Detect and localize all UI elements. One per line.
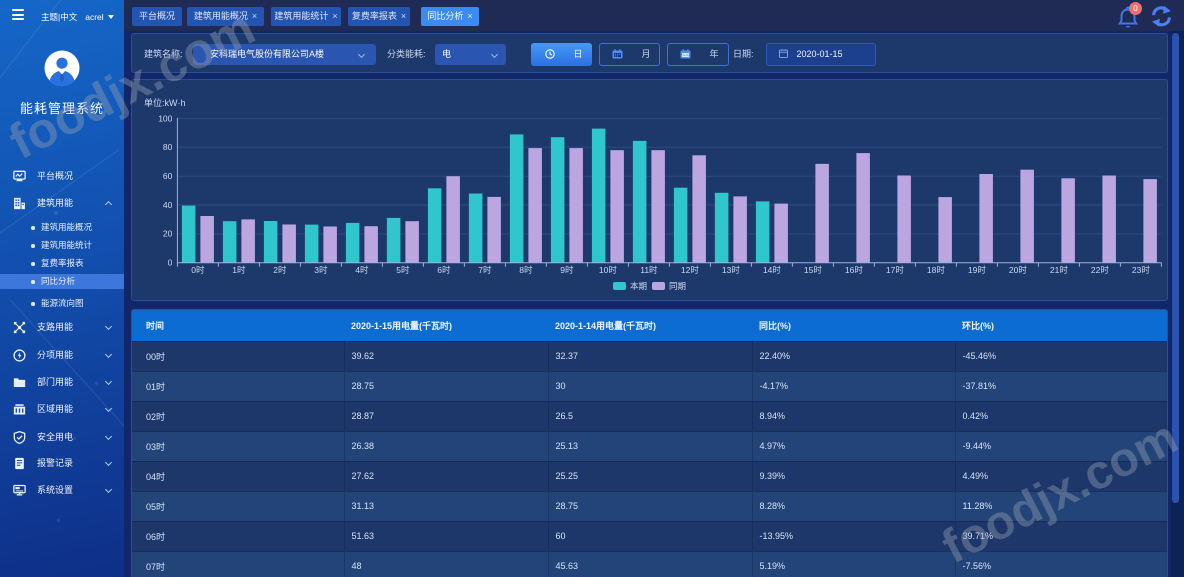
svg-text:6时: 6时 <box>437 265 451 275</box>
svg-text:0: 0 <box>168 258 173 268</box>
svg-text:0时: 0时 <box>191 265 205 275</box>
svg-text:10时: 10时 <box>599 265 617 275</box>
svg-text:60: 60 <box>163 171 173 181</box>
svg-text:18时: 18时 <box>927 265 945 275</box>
svg-text:16时: 16时 <box>845 265 863 275</box>
svg-text:5时: 5时 <box>396 265 410 275</box>
svg-text:11时: 11时 <box>640 265 658 275</box>
svg-text:80: 80 <box>163 142 173 152</box>
svg-text:7时: 7时 <box>478 265 492 275</box>
svg-text:3时: 3时 <box>314 265 328 275</box>
svg-text:20: 20 <box>163 229 173 239</box>
svg-text:YEAR: YEAR <box>681 53 690 57</box>
svg-text:19时: 19时 <box>968 265 986 275</box>
svg-text:21时: 21时 <box>1050 265 1068 275</box>
svg-text:100: 100 <box>158 113 172 123</box>
svg-text:40: 40 <box>163 200 173 210</box>
svg-text:13时: 13时 <box>722 265 740 275</box>
svg-text:2时: 2时 <box>273 265 287 275</box>
svg-text:17时: 17时 <box>886 265 904 275</box>
svg-text:1时: 1时 <box>232 265 246 275</box>
svg-text:15时: 15时 <box>804 265 822 275</box>
svg-text:20时: 20时 <box>1009 265 1027 275</box>
svg-text:22时: 22时 <box>1091 265 1109 275</box>
svg-text:14时: 14时 <box>763 265 781 275</box>
svg-text:12时: 12时 <box>681 265 699 275</box>
svg-text:4时: 4时 <box>355 265 369 275</box>
svg-text:9时: 9时 <box>560 265 574 275</box>
svg-text:8时: 8时 <box>519 265 533 275</box>
svg-text:23时: 23时 <box>1132 265 1150 275</box>
